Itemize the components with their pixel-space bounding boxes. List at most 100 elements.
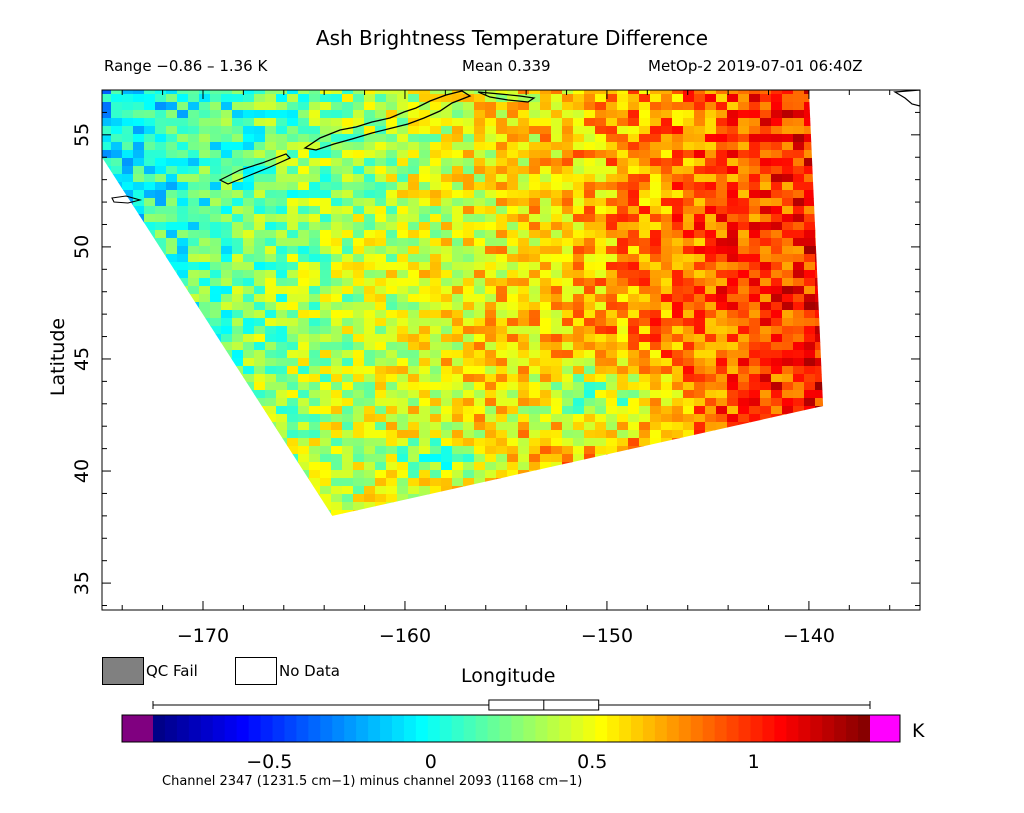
heatmap-cell	[529, 502, 541, 511]
heatmap-cell	[573, 254, 585, 263]
heatmap-cell	[617, 222, 629, 231]
heatmap-cell	[584, 246, 596, 255]
heatmap-cell	[353, 494, 365, 503]
heatmap-cell	[386, 510, 398, 516]
heatmap-cell	[529, 478, 541, 487]
heatmap-cell	[705, 318, 717, 327]
heatmap-cell	[606, 214, 618, 223]
heatmap-cell	[353, 430, 365, 439]
heatmap-cell	[331, 382, 343, 391]
heatmap-cell	[386, 222, 398, 231]
heatmap-cell	[397, 310, 409, 319]
heatmap-cell	[562, 350, 574, 359]
heatmap-cell	[639, 382, 651, 391]
heatmap-cell	[771, 302, 783, 311]
heatmap-cell	[782, 214, 794, 223]
heatmap-cell	[441, 222, 453, 231]
heatmap-cell	[232, 246, 244, 255]
heatmap-cell	[232, 318, 244, 327]
heatmap-cell	[166, 350, 178, 359]
heatmap-cell	[287, 478, 299, 487]
heatmap-cell	[595, 462, 607, 471]
coastlines	[111, 90, 920, 204]
heatmap-cell	[628, 422, 640, 431]
heatmap-cell	[551, 238, 563, 247]
heatmap-cell	[584, 126, 596, 135]
heatmap-cell	[243, 94, 255, 103]
heatmap-cell	[452, 462, 464, 471]
heatmap-cell	[144, 310, 156, 319]
heatmap-cell	[144, 118, 156, 127]
heatmap-cell	[397, 270, 409, 279]
heatmap-cell	[661, 142, 673, 151]
heatmap-cell	[771, 222, 783, 231]
heatmap-cell	[815, 310, 824, 319]
heatmap-cell	[518, 358, 530, 367]
heatmap-cell	[276, 478, 288, 487]
heatmap-cell	[628, 486, 640, 495]
heatmap-cell	[463, 246, 475, 255]
heatmap-cell	[782, 510, 794, 516]
heatmap-cell	[155, 422, 167, 431]
heatmap-cell	[111, 462, 123, 471]
heatmap-cell	[617, 326, 629, 335]
heatmap-cell	[815, 470, 824, 479]
heatmap-cell	[298, 318, 310, 327]
heatmap-cell	[727, 318, 739, 327]
heatmap-cell	[584, 270, 596, 279]
heatmap-cell	[188, 398, 200, 407]
colorbar-segment	[188, 715, 202, 742]
heatmap-cell	[232, 510, 244, 516]
heatmap-cell	[628, 478, 640, 487]
heatmap-cell	[727, 134, 739, 143]
heatmap-cell	[606, 126, 618, 135]
heatmap-cell	[364, 486, 376, 495]
heatmap-cell	[419, 190, 431, 199]
heatmap-cell	[155, 158, 167, 167]
heatmap-cell	[628, 246, 640, 255]
heatmap-cell	[738, 110, 750, 119]
heatmap-cell	[210, 206, 222, 215]
heatmap-cell	[111, 494, 123, 503]
heatmap-cell	[320, 222, 332, 231]
heatmap-cell	[716, 294, 728, 303]
heatmap-cell	[309, 190, 321, 199]
heatmap-cell	[320, 238, 332, 247]
heatmap-cell	[738, 382, 750, 391]
heatmap-cell	[265, 174, 277, 183]
heatmap-cell	[441, 302, 453, 311]
heatmap-cell	[276, 230, 288, 239]
heatmap-cell	[727, 198, 739, 207]
heatmap-cell	[793, 270, 805, 279]
heatmap-cell	[441, 174, 453, 183]
heatmap-cell	[584, 446, 596, 455]
heatmap-cell	[562, 358, 574, 367]
heatmap-cell	[628, 222, 640, 231]
heatmap-cell	[353, 326, 365, 335]
heatmap-cell	[430, 158, 442, 167]
heatmap-cell	[485, 222, 497, 231]
heatmap-cell	[518, 262, 530, 271]
heatmap-cell	[474, 526, 486, 535]
heatmap-cell	[815, 94, 824, 103]
heatmap-cell	[342, 350, 354, 359]
heatmap-cell	[518, 158, 530, 167]
heatmap-cell	[210, 102, 222, 111]
heatmap-cell	[375, 198, 387, 207]
heatmap-cell	[606, 294, 618, 303]
heatmap-cell	[540, 142, 552, 151]
heatmap-cell	[221, 350, 233, 359]
heatmap-cell	[562, 518, 574, 527]
heatmap-cell	[331, 454, 343, 463]
heatmap-cell	[793, 222, 805, 231]
heatmap-cell	[529, 262, 541, 271]
heatmap-cell	[221, 174, 233, 183]
heatmap-cell	[210, 246, 222, 255]
heatmap-cell	[331, 206, 343, 215]
heatmap-cell	[628, 254, 640, 263]
heatmap-cell	[276, 90, 288, 95]
heatmap-cell	[342, 230, 354, 239]
heatmap-cell	[408, 454, 420, 463]
heatmap-cell	[287, 94, 299, 103]
heatmap-cell	[694, 318, 706, 327]
